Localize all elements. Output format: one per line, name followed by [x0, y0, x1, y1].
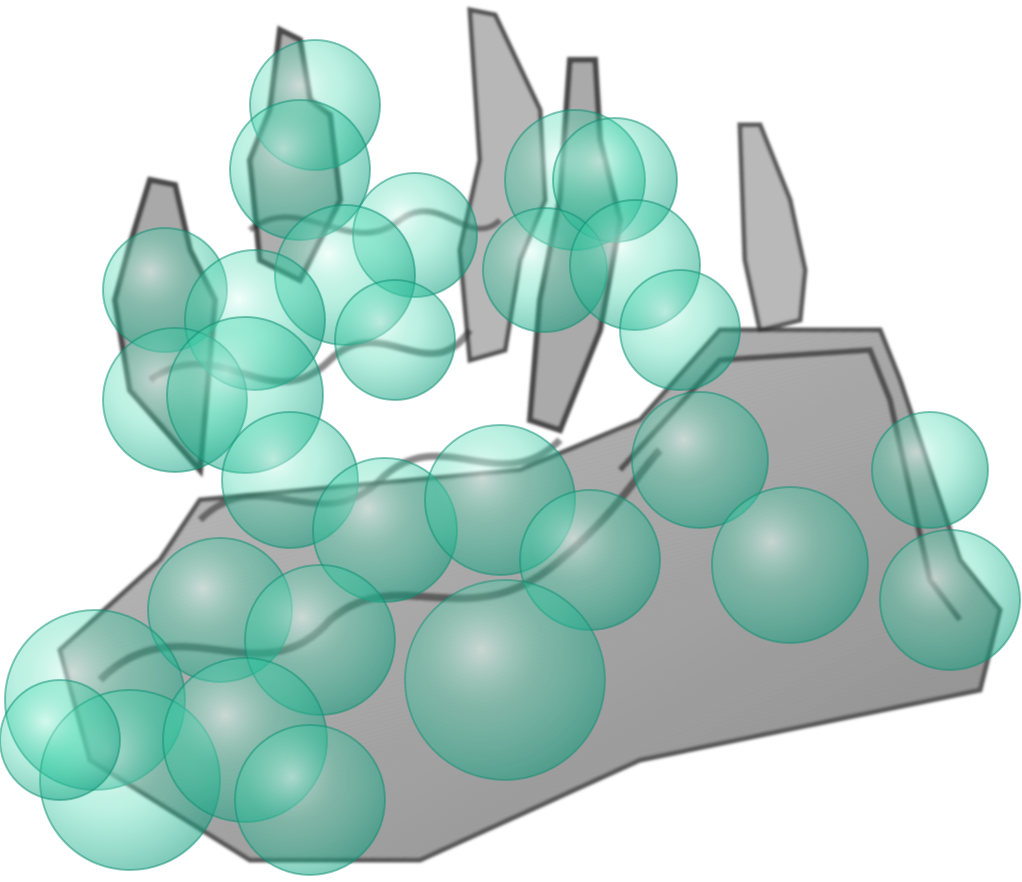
sphere	[712, 487, 868, 643]
sphere	[235, 725, 385, 875]
sphere	[880, 530, 1020, 670]
sphere	[405, 580, 605, 780]
sphere	[335, 280, 455, 400]
sphere	[620, 270, 740, 390]
sphere	[0, 680, 120, 800]
sphere	[872, 412, 988, 528]
